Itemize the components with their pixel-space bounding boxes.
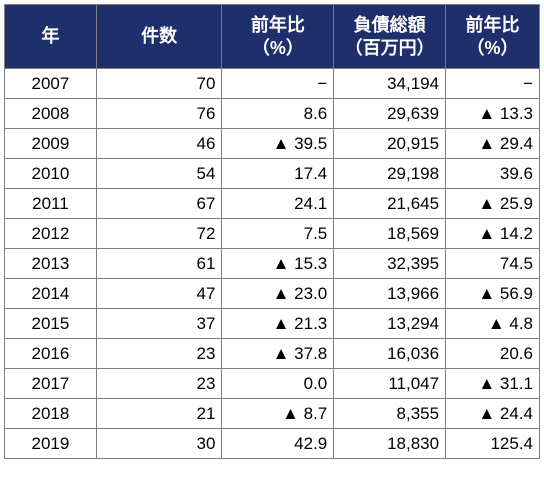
- cell-debt-yoy: ▲ 29.4: [445, 128, 540, 159]
- cell-count-yoy: ▲ 37.8: [221, 338, 335, 369]
- cell-total-debt: 32,395: [333, 248, 447, 279]
- cell-count: 30: [95, 428, 223, 459]
- table-row: 2014 47 ▲ 23.0 13,966 ▲ 56.9: [4, 278, 540, 309]
- cell-count: 21: [95, 398, 223, 429]
- cell-year: 2015: [4, 308, 97, 339]
- cell-count-yoy: ▲ 8.7: [221, 398, 335, 429]
- cell-total-debt: 16,036: [333, 338, 447, 369]
- table-row: 2013 61 ▲ 15.3 32,395 74.5: [4, 248, 540, 279]
- table-container: 年 件数 前年比 （%） 負債総額 （百万円） 前年比 （%） 2007 70−34,1…: [4, 4, 540, 459]
- header-count: 件数: [95, 4, 223, 69]
- cell-count: 61: [95, 248, 223, 279]
- cell-total-debt: 18,569: [333, 218, 447, 249]
- cell-total-debt: 34,194: [333, 68, 447, 99]
- table-row: 2018 21 ▲ 8.7 8,355 ▲ 24.4: [4, 398, 540, 429]
- header-row: 年 件数 前年比 （%） 負債総額 （百万円） 前年比 （%）: [4, 4, 540, 69]
- cell-count-yoy: 17.4: [221, 158, 335, 189]
- cell-count: 70: [95, 68, 223, 99]
- cell-year: 2016: [4, 338, 97, 369]
- cell-year: 2017: [4, 368, 97, 399]
- cell-debt-yoy: 74.5: [445, 248, 540, 279]
- cell-count: 54: [95, 158, 223, 189]
- cell-debt-yoy: ▲ 24.4: [445, 398, 540, 429]
- cell-year: 2009: [4, 128, 97, 159]
- table-row: 2007 70−34,194−: [4, 68, 540, 99]
- cell-count: 23: [95, 368, 223, 399]
- cell-year: 2018: [4, 398, 97, 429]
- cell-count-yoy: 42.9: [221, 428, 335, 459]
- table-row: 2008 76 8.6 29,639 ▲ 13.3: [4, 98, 540, 129]
- cell-debt-yoy: 39.6: [445, 158, 540, 189]
- cell-count: 47: [95, 278, 223, 309]
- cell-total-debt: 11,047: [333, 368, 447, 399]
- cell-count-yoy: 8.6: [221, 98, 335, 129]
- cell-count-yoy: 24.1: [221, 188, 335, 219]
- cell-debt-yoy: ▲ 56.9: [445, 278, 540, 309]
- cell-year: 2011: [4, 188, 97, 219]
- cell-count: 72: [95, 218, 223, 249]
- cell-total-debt: 18,830: [333, 428, 447, 459]
- cell-year: 2007: [4, 68, 97, 99]
- cell-year: 2013: [4, 248, 97, 279]
- cell-count-yoy: ▲ 21.3: [221, 308, 335, 339]
- cell-debt-yoy: ▲ 25.9: [445, 188, 540, 219]
- table-row: 2016 23 ▲ 37.8 16,036 20.6: [4, 338, 540, 369]
- header-count-yoy: 前年比 （%）: [221, 4, 335, 69]
- header-total-debt: 負債総額 （百万円）: [333, 4, 447, 69]
- cell-total-debt: 8,355: [333, 398, 447, 429]
- table-row: 2019 30 42.9 18,830 125.4: [4, 428, 540, 459]
- cell-count: 76: [95, 98, 223, 129]
- cell-count: 67: [95, 188, 223, 219]
- cell-debt-yoy: ▲ 31.1: [445, 368, 540, 399]
- cell-total-debt: 13,966: [333, 278, 447, 309]
- table-row: 2009 46 ▲ 39.5 20,915 ▲ 29.4: [4, 128, 540, 159]
- cell-debt-yoy: −: [445, 68, 540, 99]
- cell-total-debt: 21,645: [333, 188, 447, 219]
- cell-total-debt: 29,639: [333, 98, 447, 129]
- header-debt-yoy: 前年比 （%）: [445, 4, 540, 69]
- cell-count: 46: [95, 128, 223, 159]
- cell-count-yoy: ▲ 23.0: [221, 278, 335, 309]
- cell-count: 37: [95, 308, 223, 339]
- cell-debt-yoy: ▲ 14.2: [445, 218, 540, 249]
- header-year: 年: [4, 4, 97, 69]
- cell-total-debt: 13,294: [333, 308, 447, 339]
- table-row: 2011 67 24.1 21,645 ▲ 25.9: [4, 188, 540, 219]
- cell-total-debt: 29,198: [333, 158, 447, 189]
- table-row: 2010 54 17.4 29,198 39.6: [4, 158, 540, 189]
- cell-debt-yoy: ▲ 4.8: [445, 308, 540, 339]
- cell-total-debt: 20,915: [333, 128, 447, 159]
- cell-year: 2019: [4, 428, 97, 459]
- cell-year: 2010: [4, 158, 97, 189]
- cell-debt-yoy: 20.6: [445, 338, 540, 369]
- cell-count-yoy: ▲ 15.3: [221, 248, 335, 279]
- cell-year: 2008: [4, 98, 97, 129]
- statistics-table: 年 件数 前年比 （%） 負債総額 （百万円） 前年比 （%） 2007 70−34,1…: [4, 4, 540, 459]
- cell-count-yoy: ▲ 39.5: [221, 128, 335, 159]
- cell-count-yoy: −: [221, 68, 335, 99]
- table-row: 2015 37 ▲ 21.3 13,294 ▲ 4.8: [4, 308, 540, 339]
- cell-year: 2012: [4, 218, 97, 249]
- table-row: 2012 72 7.5 18,569 ▲ 14.2: [4, 218, 540, 249]
- cell-year: 2014: [4, 278, 97, 309]
- cell-debt-yoy: 125.4: [445, 428, 540, 459]
- cell-count-yoy: 7.5: [221, 218, 335, 249]
- cell-count: 23: [95, 338, 223, 369]
- cell-count-yoy: 0.0: [221, 368, 335, 399]
- table-row: 2017 23 0.0 11,047 ▲ 31.1: [4, 368, 540, 399]
- cell-debt-yoy: ▲ 13.3: [445, 98, 540, 129]
